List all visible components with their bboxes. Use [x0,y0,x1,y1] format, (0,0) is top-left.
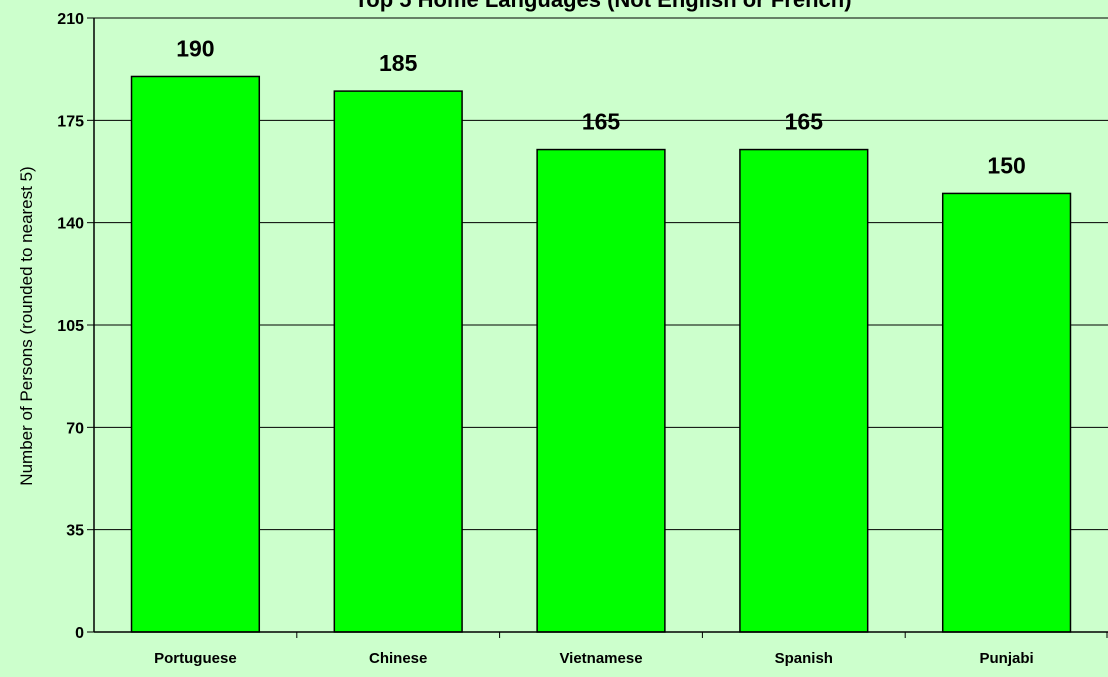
data-label: 190 [176,35,214,61]
data-label: 165 [785,109,824,135]
data-label: 185 [379,50,418,76]
axes [87,17,1108,638]
x-tick-label: Chinese [369,650,427,667]
bars [130,75,1072,633]
x-tick-label: Vietnamese [559,650,642,667]
y-tick-label: 0 [75,625,84,642]
chart-title: Top 5 Home Languages (Not English or Fre… [354,0,851,12]
y-tick-label: 70 [66,420,84,437]
y-tick-label: 105 [57,318,84,335]
bar [333,90,463,633]
x-tick-label: Punjabi [980,650,1034,667]
y-tick-label: 140 [57,216,84,233]
bar [739,148,869,633]
labels: 0 35 70 105 140 175 210 Portuguese 190 Chinese 185… [57,11,1033,667]
x-tick-label: Portuguese [154,650,237,667]
y-tick-label: 35 [66,523,84,540]
bar [130,75,261,633]
y-tick-label: 210 [57,11,84,28]
y-axis-label: Number of Persons (rounded to nearest 5) [17,166,36,485]
x-tick-label: Spanish [775,650,833,667]
data-label: 150 [987,152,1025,178]
bar [941,192,1072,633]
data-label: 165 [582,109,621,135]
bar [536,148,666,633]
y-tick-label: 175 [57,113,84,130]
